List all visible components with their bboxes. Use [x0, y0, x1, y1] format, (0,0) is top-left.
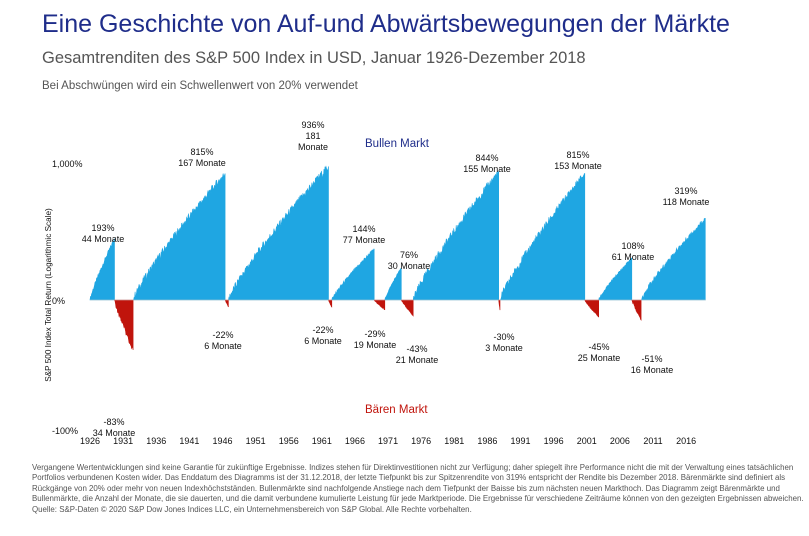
disclaimer-line: Bullenmärkte, die Anzahl der Monate, die…	[32, 494, 804, 504]
x-tick-label: 1936	[146, 436, 166, 446]
x-tick-label: 1986	[477, 436, 497, 446]
y-axis-label: S&P 500 Index Total Return (Logarithmic …	[44, 208, 53, 382]
bull-market-label: Monate	[298, 142, 328, 152]
x-tick-label: 2006	[610, 436, 630, 446]
disclaimer-line: Quelle: S&P-Daten © 2020 S&P Dow Jones I…	[32, 504, 472, 514]
bear-market-label: 6 Monate	[204, 341, 242, 351]
bear-market-label: -83%	[103, 417, 124, 427]
x-tick-label: 1926	[80, 436, 100, 446]
bear-market-label: 21 Monate	[396, 355, 439, 365]
bear-market-label: -43%	[406, 344, 427, 354]
bear-market-label: 34 Monate	[93, 428, 136, 438]
bull-market-area	[598, 257, 633, 301]
bear-market-area	[400, 299, 414, 317]
bull-market-label: 77 Monate	[343, 235, 386, 245]
bull-market-label: 181	[305, 131, 320, 141]
bull-market-label: 193%	[91, 223, 114, 233]
bull-market-area	[641, 218, 706, 301]
disclaimer-line: Portfolios verbundenen Kosten wider. Das…	[32, 473, 786, 483]
bear-market-label: 6 Monate	[304, 336, 342, 346]
bull-market-area	[412, 171, 499, 301]
disclaimer-line: Rückgänge von 20% oder mehr von neuen In…	[32, 483, 780, 493]
bear-market-label: -45%	[588, 342, 609, 352]
bull-market-label: 167 Monate	[178, 158, 226, 168]
x-tick-label: 1956	[279, 436, 299, 446]
bull-market-label: 30 Monate	[388, 261, 431, 271]
bear-market-area	[498, 299, 501, 311]
bear-market-label: -22%	[212, 330, 233, 340]
bear-market-label: 3 Monate	[485, 343, 523, 353]
y-tick-label: 0%	[52, 296, 65, 306]
bull-market-label: 61 Monate	[612, 252, 655, 262]
x-tick-label: 1991	[511, 436, 531, 446]
bull-market-label: 76%	[400, 250, 418, 260]
disclaimer-line: Vergangene Wertentwicklungen sind keine …	[32, 463, 794, 472]
x-tick-label: 2016	[676, 436, 696, 446]
x-tick-label: 1966	[345, 436, 365, 446]
bull-market-label: 153 Monate	[554, 161, 602, 171]
bear-market-label: 25 Monate	[578, 353, 621, 363]
x-tick-label: 2001	[577, 436, 597, 446]
bull-market-area	[89, 238, 115, 301]
bull-market-label: 155 Monate	[463, 164, 511, 174]
legend-bear: Bären Markt	[365, 404, 428, 416]
x-tick-label: 2011	[643, 436, 662, 446]
bull-market-area	[228, 165, 329, 301]
chart-subtitle: Gesamtrenditen des S&P 500 Index in USD,…	[42, 49, 586, 67]
bull-market-area	[500, 173, 586, 301]
bear-market-label: -22%	[312, 325, 333, 335]
bull-bear-chart: 1,000% 0% -100% S&P 500 Index Total Return …	[44, 120, 710, 446]
bear-market-area	[584, 299, 599, 318]
x-tick-label: 1946	[212, 436, 232, 446]
threshold-note: Bei Abschwüngen wird ein Schwellenwert v…	[42, 80, 358, 92]
x-tick-label: 1981	[444, 436, 464, 446]
bear-market-label: -51%	[641, 354, 662, 364]
x-tick-label: 1961	[312, 436, 332, 446]
bull-market-label: 108%	[621, 241, 644, 251]
bull-market-label: 319%	[674, 186, 697, 196]
bear-market-label: -29%	[364, 329, 385, 339]
x-tick-label: 1941	[179, 436, 199, 446]
bear-market-area	[114, 299, 134, 351]
bear-market-label: -30%	[493, 332, 514, 342]
x-tick-label: 1951	[246, 436, 266, 446]
bull-market-label: 815%	[566, 150, 589, 160]
bull-market-label: 144%	[352, 224, 375, 234]
bull-market-area	[331, 248, 375, 301]
bear-market-area	[224, 299, 229, 308]
y-tick-label: 1,000%	[52, 159, 83, 169]
x-tick-label: 1971	[378, 436, 398, 446]
y-tick-label: -100%	[52, 426, 78, 436]
x-tick-label: 1976	[411, 436, 431, 446]
bull-market-label: 815%	[190, 147, 213, 157]
bull-market-area	[384, 267, 402, 301]
bull-market-label: 118 Monate	[663, 197, 710, 207]
bull-market-label: 936%	[301, 120, 324, 130]
bear-market-area	[373, 299, 386, 311]
bull-market-label: 844%	[475, 153, 498, 163]
x-tick-label: 1931	[113, 436, 133, 446]
bear-market-area	[631, 299, 642, 321]
disclaimer: Vergangene Wertentwicklungen sind keine …	[32, 463, 804, 515]
legend-bull: Bullen Markt	[365, 138, 430, 150]
bear-market-label: 16 Monate	[631, 365, 674, 375]
bull-market-area	[133, 173, 226, 301]
bull-market-label: 44 Monate	[82, 234, 125, 244]
bear-market-area	[328, 299, 333, 308]
x-tick-label: 1996	[544, 436, 564, 446]
chart-title: Eine Geschichte von Auf-und Abwärtsbeweg…	[42, 10, 730, 38]
bear-market-label: 19 Monate	[354, 340, 397, 350]
